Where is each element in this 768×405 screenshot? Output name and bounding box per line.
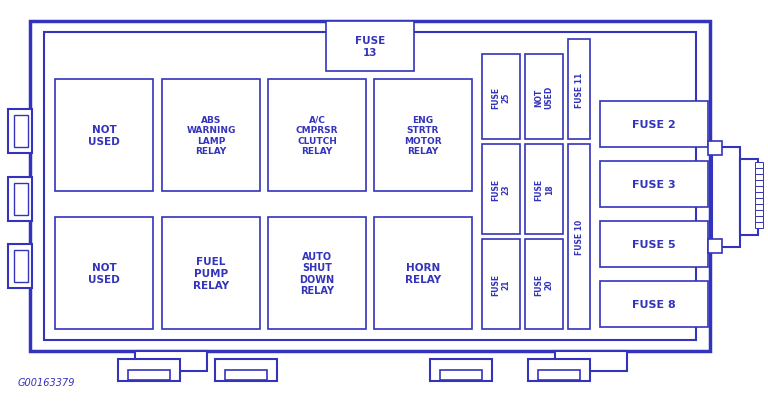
Bar xyxy=(8,110,32,153)
Text: HORN
RELAY: HORN RELAY xyxy=(405,262,441,284)
Bar xyxy=(755,211,763,216)
Bar xyxy=(118,359,180,381)
Text: G00163379: G00163379 xyxy=(18,377,75,387)
Bar xyxy=(55,80,153,192)
Text: FUSE 5: FUSE 5 xyxy=(632,239,676,249)
Text: FUSE
25: FUSE 25 xyxy=(492,86,511,108)
Bar xyxy=(162,80,260,192)
Text: NOT
USED: NOT USED xyxy=(88,262,120,284)
Bar xyxy=(374,80,472,192)
Text: FUSE
13: FUSE 13 xyxy=(355,36,385,58)
Text: NOT
USED: NOT USED xyxy=(88,125,120,147)
Text: FUSE
21: FUSE 21 xyxy=(492,273,511,295)
Text: AUTO
SHUT
DOWN
RELAY: AUTO SHUT DOWN RELAY xyxy=(300,251,335,296)
Bar xyxy=(755,192,763,198)
Bar xyxy=(482,145,520,234)
Text: FUSE 11: FUSE 11 xyxy=(574,72,584,107)
Text: FUSE
23: FUSE 23 xyxy=(492,179,511,200)
Bar xyxy=(555,351,627,371)
Bar xyxy=(14,116,28,148)
Bar xyxy=(708,142,722,156)
Bar xyxy=(8,244,32,288)
Bar xyxy=(740,160,758,235)
Bar xyxy=(568,145,590,329)
Text: ABS
WARNING
LAMP
RELAY: ABS WARNING LAMP RELAY xyxy=(187,115,236,156)
Text: FUEL
PUMP
RELAY: FUEL PUMP RELAY xyxy=(193,257,229,290)
Text: FUSE 2: FUSE 2 xyxy=(632,120,676,130)
Text: FUSE 8: FUSE 8 xyxy=(632,299,676,309)
Text: FUSE
20: FUSE 20 xyxy=(535,273,554,295)
Bar xyxy=(538,370,580,380)
Bar xyxy=(568,40,590,140)
Bar xyxy=(374,217,472,329)
Text: ENG
STRTR
MOTOR
RELAY: ENG STRTR MOTOR RELAY xyxy=(404,115,442,156)
Bar xyxy=(14,183,28,215)
Bar xyxy=(600,102,708,148)
Bar xyxy=(600,281,708,327)
Bar xyxy=(14,250,28,282)
Bar xyxy=(525,145,563,234)
Text: NOT
USED: NOT USED xyxy=(535,86,554,109)
Bar xyxy=(162,217,260,329)
Bar xyxy=(755,175,763,181)
Bar xyxy=(44,33,696,340)
Bar xyxy=(755,187,763,192)
Bar xyxy=(225,370,267,380)
Bar xyxy=(755,205,763,211)
Bar xyxy=(708,239,722,254)
Bar xyxy=(482,55,520,140)
Bar xyxy=(215,359,277,381)
Bar xyxy=(600,162,708,207)
Bar xyxy=(525,239,563,329)
Bar xyxy=(755,198,763,205)
Bar xyxy=(8,177,32,222)
Text: FUSE
18: FUSE 18 xyxy=(535,179,554,200)
Bar xyxy=(525,55,563,140)
Bar xyxy=(268,217,366,329)
Bar xyxy=(55,217,153,329)
Bar xyxy=(440,370,482,380)
Text: A/C
CMPRSR
CLUTCH
RELAY: A/C CMPRSR CLUTCH RELAY xyxy=(296,115,338,156)
Bar xyxy=(326,22,414,72)
Bar xyxy=(430,359,492,381)
Bar xyxy=(755,168,763,175)
Bar xyxy=(528,359,590,381)
Bar xyxy=(755,181,763,187)
Bar xyxy=(600,222,708,267)
Text: FUSE 10: FUSE 10 xyxy=(574,220,584,254)
Bar xyxy=(755,222,763,228)
Bar xyxy=(712,148,740,247)
Bar xyxy=(135,351,207,371)
Bar xyxy=(128,370,170,380)
Bar xyxy=(268,80,366,192)
Bar xyxy=(755,216,763,222)
Bar xyxy=(30,22,710,351)
Bar xyxy=(755,162,763,168)
Text: FUSE 3: FUSE 3 xyxy=(632,179,676,190)
Bar xyxy=(482,239,520,329)
